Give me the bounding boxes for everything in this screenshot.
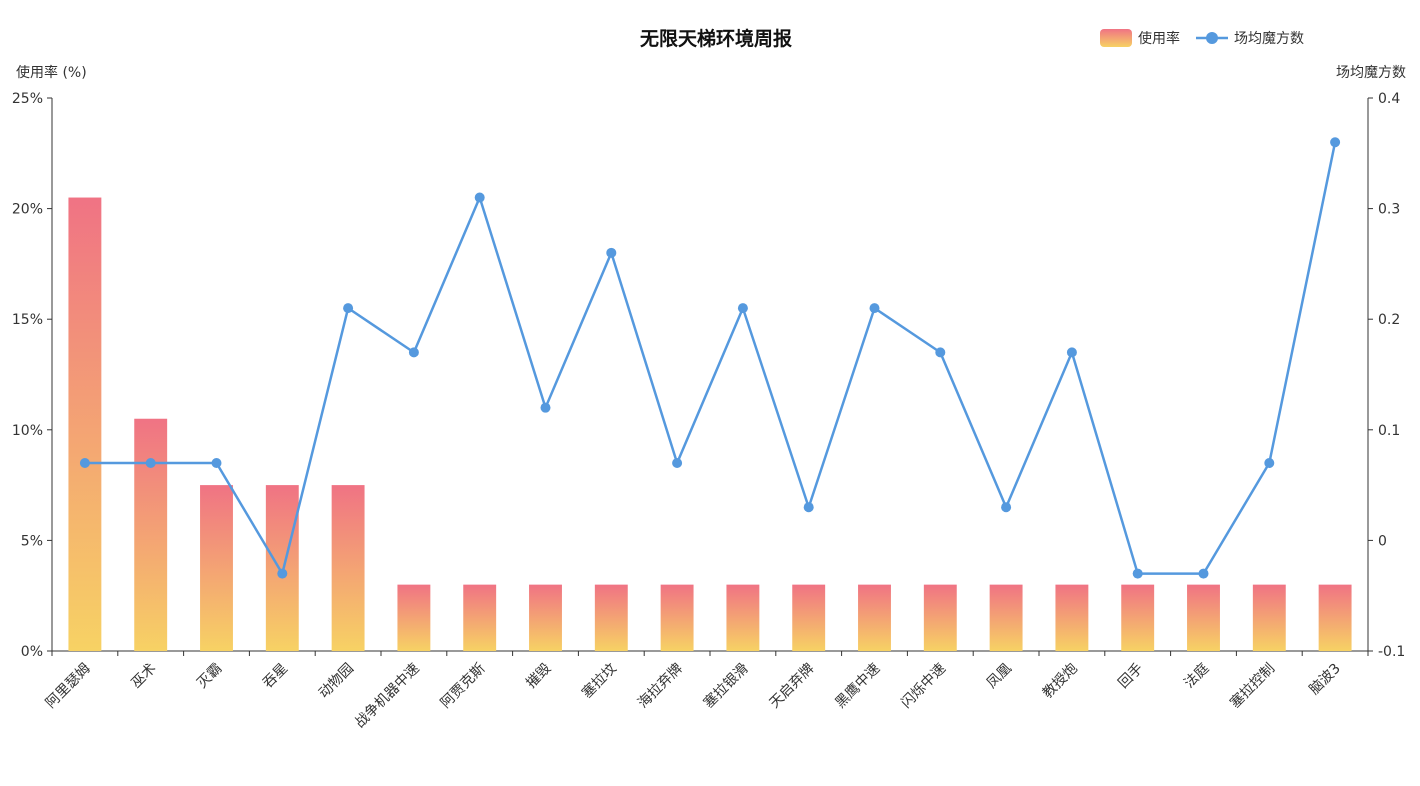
- x-tick-label: 阿里瑟姆: [43, 661, 94, 712]
- line-point: [277, 568, 288, 579]
- line-point: [1001, 502, 1012, 513]
- line-point: [606, 247, 617, 258]
- line-point: [211, 457, 222, 468]
- line-point: [672, 457, 683, 468]
- bar-series: [68, 197, 1352, 652]
- bar: [726, 584, 760, 651]
- x-tick-label: 天启弃牌: [766, 660, 818, 712]
- legend: 使用率 场均魔方数: [1100, 29, 1304, 47]
- legend-label-usage[interactable]: 使用率: [1138, 30, 1180, 47]
- x-tick-label: 脑波3: [1307, 661, 1344, 698]
- legend-swatch-usage[interactable]: [1100, 29, 1132, 47]
- bar: [265, 485, 299, 651]
- line-point: [408, 347, 419, 358]
- x-tick-label: 塞拉控制: [1227, 660, 1279, 712]
- x-tick-label: 法庭: [1181, 660, 1213, 692]
- x-tick-label: 海拉弃牌: [634, 660, 686, 712]
- line-point: [474, 192, 485, 203]
- x-tick-label: 塞拉银滑: [700, 660, 752, 712]
- y-axis-right: -0.1 0 0.1 0.2 0.3 0.4: [1367, 91, 1405, 660]
- x-tick-label: 凤凰: [984, 661, 1015, 692]
- bar: [529, 584, 562, 651]
- y-left-tick-label: 5%: [21, 533, 43, 549]
- bar: [1252, 584, 1286, 651]
- line-point: [1066, 347, 1077, 358]
- x-tick-label: 教授炮: [1040, 661, 1081, 702]
- y-left-tick-label: 10%: [12, 423, 43, 439]
- line-series: [79, 137, 1341, 579]
- y-right-tick-label: 0.3: [1378, 202, 1400, 218]
- line-path: [84, 141, 1337, 575]
- x-tick-label: 动物园: [316, 661, 357, 702]
- x-tick-label: 战争机器中速: [352, 661, 423, 732]
- bar: [331, 485, 365, 651]
- line-point: [737, 303, 748, 314]
- legend-label-avg-cubes[interactable]: 场均魔方数: [1234, 31, 1304, 47]
- x-tick-label: 摧毁: [523, 661, 554, 692]
- line-point: [935, 347, 946, 358]
- y-right-tick-label: -0.1: [1378, 644, 1405, 660]
- y-right-tick-label: 0.2: [1378, 312, 1400, 328]
- y-axis-left: 0% 5% 10% 15% 20% 25%: [12, 91, 53, 660]
- y-right-tick-label: 0: [1378, 533, 1387, 549]
- line-point: [145, 457, 156, 468]
- bar: [68, 197, 102, 652]
- y-axis-right-title: 场均魔方数: [1336, 65, 1406, 81]
- bar: [989, 584, 1023, 651]
- bar: [858, 584, 891, 651]
- bar: [1055, 584, 1089, 651]
- line-point: [869, 303, 880, 314]
- bar: [660, 584, 694, 651]
- y-right-tick-label: 0.4: [1378, 91, 1400, 107]
- y-left-tick-label: 20%: [12, 202, 43, 218]
- y-left-tick-label: 15%: [12, 312, 43, 328]
- bar: [397, 584, 431, 651]
- bar: [594, 584, 628, 651]
- x-tick-label: 巫术: [128, 661, 159, 692]
- y-axis-left-title: 使用率 (%): [16, 64, 87, 81]
- x-tick-label: 闪烁中速: [898, 661, 949, 712]
- line-point: [1264, 457, 1275, 468]
- line-point: [1330, 137, 1341, 148]
- bar: [1187, 584, 1220, 651]
- legend-swatch-line-marker[interactable]: [1206, 32, 1218, 44]
- x-tick-label: 吞星: [260, 661, 291, 692]
- x-tick-label: 黑鹰中速: [832, 661, 883, 712]
- line-point: [343, 303, 354, 314]
- bar: [1121, 584, 1155, 651]
- bar: [463, 584, 497, 651]
- x-tick-label: 阿贾克斯: [438, 661, 489, 712]
- y-left-tick-label: 0%: [21, 644, 43, 660]
- x-tick-label: 塞拉坟: [578, 660, 620, 702]
- bar: [134, 418, 168, 651]
- x-tick-label: 灭霸: [194, 661, 225, 692]
- y-left-tick-label: 25%: [12, 91, 43, 107]
- line-point: [1132, 568, 1143, 579]
- bar: [923, 584, 957, 651]
- y-right-tick-label: 0.1: [1378, 423, 1400, 439]
- bar: [792, 584, 826, 651]
- x-tick-label: 回手: [1115, 661, 1146, 692]
- line-point: [540, 402, 551, 413]
- bar: [200, 485, 233, 651]
- line-point: [803, 502, 814, 513]
- bar: [1318, 584, 1352, 651]
- line-point: [79, 457, 90, 468]
- chart-title: 无限天梯环境周报: [640, 27, 792, 50]
- line-point: [1198, 568, 1209, 579]
